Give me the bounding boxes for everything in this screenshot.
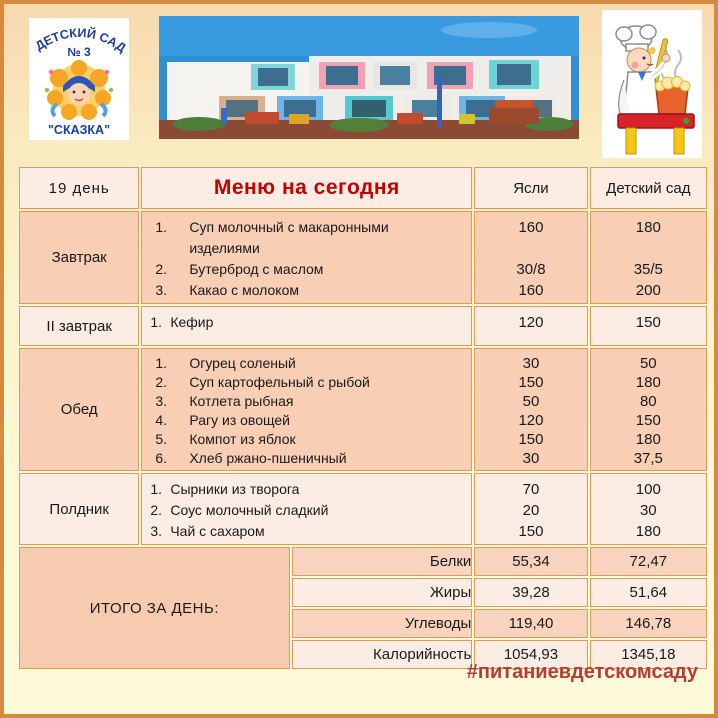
- totals-row-carbs: Углеводы 119,40 146,78: [19, 609, 707, 638]
- portion-values-detsad: 100 30 180: [635, 481, 661, 540]
- portion-values-detsad: 150: [635, 314, 661, 331]
- building-photo-image: [159, 16, 579, 139]
- totals-label: ИТОГО ЗА ДЕНЬ:: [19, 547, 290, 669]
- nutrient-value-detsad: 72,47: [589, 547, 707, 576]
- section-row-second-breakfast: II завтрак Кефир 120 150: [19, 306, 707, 346]
- dish-item: Сырники из творога: [150, 479, 300, 500]
- dish-item: Бутерброд с маслом: [155, 259, 324, 280]
- column-header-detsad: Детский сад: [606, 179, 691, 197]
- chef-illustration: [602, 10, 702, 158]
- section-row-lunch: Обед Огурец соленый Суп картофельный с р…: [19, 348, 707, 471]
- section-label-second-breakfast: II завтрак: [19, 306, 140, 346]
- dish-list-second-breakfast: Кефир: [142, 307, 471, 335]
- portion-values-yasli: 70 20 150: [518, 481, 544, 540]
- nutrient-value-detsad: 51,64: [589, 578, 707, 607]
- totals-row-protein: ИТОГО ЗА ДЕНЬ: Белки 55,34 72,47: [19, 547, 707, 669]
- dish-item: Компот из яблок: [155, 430, 296, 449]
- building-photo: [159, 16, 579, 139]
- chef-illustration-image: [602, 10, 702, 158]
- portion-values-yasli: 160 30/8 160: [516, 219, 546, 299]
- menu-header-row: 19 день Меню на сегодня Ясли Детский сад: [19, 167, 707, 209]
- section-label-snack: Полдник: [19, 473, 140, 545]
- portion-values-detsad: 50 180 80 150 180 37,5: [633, 355, 663, 467]
- dish-list-breakfast: Суп молочный с макаронными изделиями Бут…: [142, 212, 471, 303]
- dish-item: Кефир: [150, 312, 214, 333]
- nutrient-value-yasli: 1054,93: [474, 640, 588, 669]
- dish-item: Соус молочный сладкий: [150, 500, 329, 521]
- dish-item: Суп картофельный с рыбой: [155, 373, 370, 392]
- portion-values-yasli: 120: [518, 314, 544, 331]
- section-label-breakfast: Завтрак: [19, 211, 140, 304]
- section-label-lunch: Обед: [19, 348, 140, 471]
- totals-row-fat: Жиры 39,28 51,64: [19, 578, 707, 607]
- portion-values-detsad: 180 35/5 200: [633, 219, 663, 299]
- logo-emblem-icon: [44, 60, 114, 120]
- menu-title: Меню на сегодня: [213, 176, 400, 199]
- nutrient-value-yasli: 55,34: [474, 547, 588, 576]
- logo-line2: № 3: [67, 45, 91, 59]
- nutrient-name: Жиры: [291, 578, 473, 607]
- dish-item: Суп молочный с макаронными изделиями: [155, 217, 389, 256]
- dish-item: Чай с сахаром: [150, 521, 265, 542]
- section-row-snack: Полдник Сырники из творога Соус молочный…: [19, 473, 707, 545]
- dish-item: Котлета рыбная: [155, 392, 294, 411]
- totals-row-calories: Калорийность 1054,93 1345,18: [19, 640, 707, 669]
- dish-item: Хлеб ржано-пшеничный: [155, 449, 347, 468]
- hashtag-label: #питаниевдетскомсаду: [466, 661, 698, 683]
- logo-line3: "СКАЗКА": [48, 123, 110, 137]
- dish-item: Какао с молоком: [155, 280, 299, 301]
- nutrient-value-detsad: 1345,18: [589, 640, 707, 669]
- column-header-yasli: Ясли: [513, 179, 549, 197]
- nutrient-value-yasli: 39,28: [474, 578, 588, 607]
- dish-list-lunch: Огурец соленый Суп картофельный с рыбой …: [142, 349, 471, 470]
- nutrient-value-yasli: 119,40: [474, 609, 588, 638]
- nutrient-value-detsad: 146,78: [589, 609, 707, 638]
- kindergarten-logo-image: ДЕТСКИЙ САД № 3: [29, 18, 129, 140]
- dish-item: Огурец соленый: [155, 354, 296, 373]
- nutrient-name: Углеводы: [291, 609, 473, 638]
- section-row-breakfast: Завтрак Суп молочный с макаронными издел…: [19, 211, 707, 304]
- kindergarten-logo: ДЕТСКИЙ САД № 3: [29, 18, 129, 140]
- menu-table: 19 день Меню на сегодня Ясли Детский сад…: [17, 165, 709, 671]
- dish-item: Рагу из овощей: [155, 411, 290, 430]
- nutrient-name: Белки: [291, 547, 473, 576]
- day-number: 19 день: [48, 179, 110, 197]
- portion-values-yasli: 30 150 50 120 150 30: [518, 355, 544, 467]
- dish-list-snack: Сырники из творога Соус молочный сладкий…: [142, 474, 471, 544]
- nutrient-name: Калорийность: [291, 640, 473, 669]
